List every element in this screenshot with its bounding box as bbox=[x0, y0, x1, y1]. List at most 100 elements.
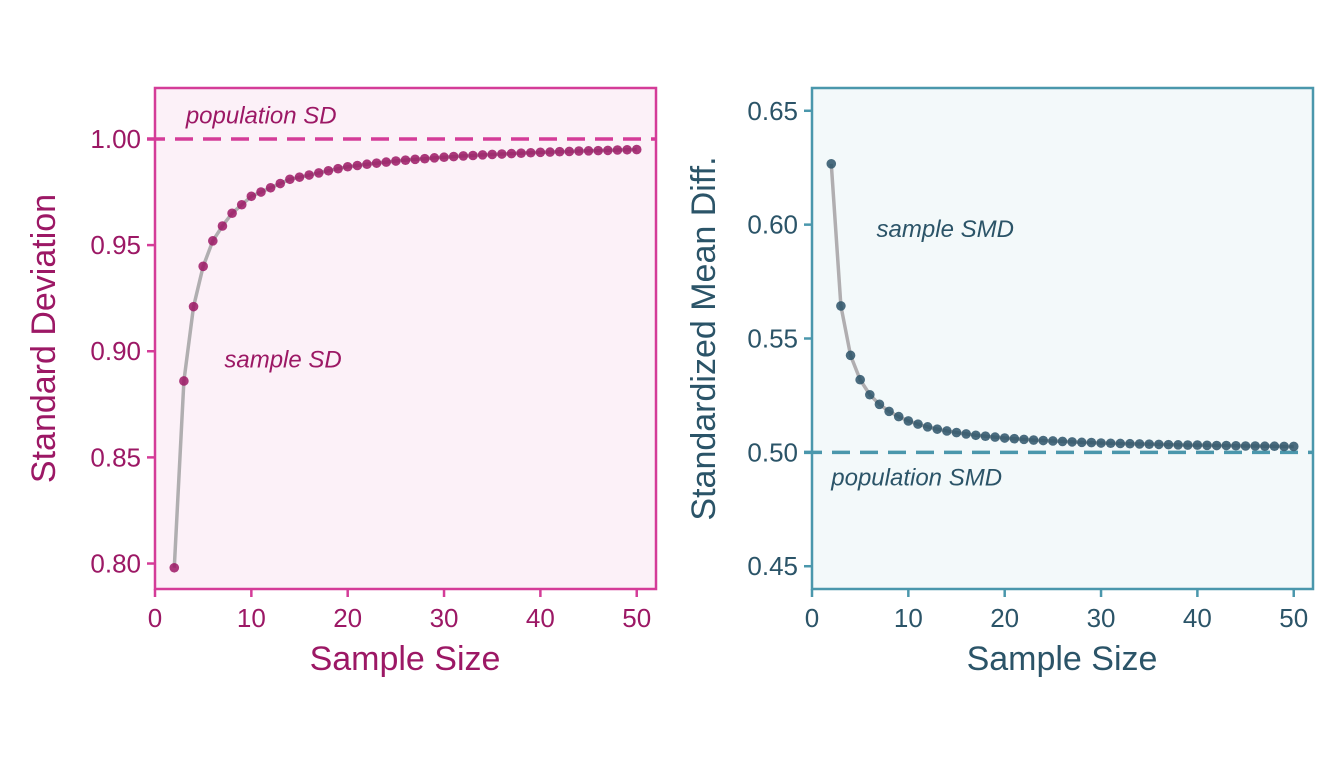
smd-data-point bbox=[1076, 437, 1087, 448]
sd-data-point bbox=[400, 155, 411, 165]
smd-data-point bbox=[1048, 436, 1058, 446]
smd-y-tick-label: 0.65 bbox=[747, 96, 798, 126]
population-sd-annotation: population SD bbox=[185, 103, 337, 130]
smd-data-point bbox=[1057, 436, 1068, 447]
smd-data-point bbox=[1144, 439, 1155, 449]
smd-y-tick-label: 0.50 bbox=[747, 437, 798, 467]
smd-data-point bbox=[874, 399, 885, 410]
sd-data-point bbox=[477, 150, 488, 160]
sd-data-point bbox=[593, 145, 603, 156]
smd-data-point bbox=[1038, 435, 1049, 446]
smd-data-point bbox=[826, 159, 837, 169]
sd-data-point bbox=[256, 187, 266, 197]
smd-data-point bbox=[1231, 440, 1241, 451]
smd-data-point bbox=[1240, 441, 1251, 451]
sd-data-point bbox=[622, 144, 632, 155]
sd-data-point bbox=[468, 150, 478, 161]
smd-data-point bbox=[1211, 440, 1222, 451]
smd-x-tick-label: 40 bbox=[1183, 603, 1212, 633]
smd-data-point bbox=[855, 374, 865, 385]
smd-data-point bbox=[865, 389, 875, 400]
sd-data-point bbox=[265, 182, 276, 193]
smd-data-point bbox=[990, 432, 1000, 442]
sd-y-tick-label: 0.90 bbox=[90, 336, 141, 366]
sd-panel: 0 10 20 30 40 50 0.80 0.85 0.90 0.95 1.00 populat… bbox=[25, 86, 658, 678]
smd-panel: 0 10 20 30 40 50 0.45 0.50 0.55 0.60 0.65 sample … bbox=[685, 86, 1315, 678]
smd-data-point bbox=[1105, 438, 1116, 449]
sd-data-point bbox=[574, 146, 584, 156]
smd-data-point bbox=[884, 406, 894, 417]
smd-data-point bbox=[1115, 438, 1126, 449]
sd-data-point bbox=[362, 159, 372, 170]
smd-data-point bbox=[1125, 438, 1135, 449]
smd-data-point bbox=[942, 426, 952, 436]
sd-data-point bbox=[458, 151, 469, 161]
smd-data-point bbox=[970, 430, 981, 441]
smd-points bbox=[826, 159, 1299, 452]
population-smd-annotation: population SMD bbox=[830, 464, 1002, 491]
sd-data-point bbox=[506, 148, 517, 159]
smd-data-point bbox=[1279, 441, 1289, 452]
smd-x-tick-label: 30 bbox=[1087, 603, 1116, 633]
sd-data-point bbox=[545, 147, 555, 157]
smd-data-point bbox=[1096, 438, 1106, 448]
sd-data-point bbox=[294, 172, 305, 182]
smd-data-point bbox=[836, 301, 846, 311]
sd-x-tick-label: 40 bbox=[526, 603, 555, 633]
sd-data-point bbox=[410, 154, 420, 165]
sd-data-point bbox=[342, 161, 353, 172]
sd-y-tick-label: 0.85 bbox=[90, 442, 141, 472]
smd-data-point bbox=[961, 429, 971, 439]
sd-data-point bbox=[381, 157, 392, 167]
smd-data-point bbox=[1182, 440, 1193, 450]
smd-data-point bbox=[980, 431, 991, 442]
smd-y-axis-title: Standardized Mean Diff. bbox=[685, 156, 723, 520]
smd-data-point bbox=[1009, 433, 1020, 444]
sd-data-point bbox=[227, 208, 237, 219]
sd-y-axis-title: Standard Deviation bbox=[25, 194, 63, 483]
sd-data-point bbox=[198, 261, 208, 272]
sample-sd-annotation: sample SD bbox=[224, 347, 341, 374]
smd-data-point bbox=[1260, 441, 1270, 452]
smd-x-tick-label: 20 bbox=[990, 603, 1019, 633]
smd-x-axis: 0 10 20 30 40 50 bbox=[805, 589, 1308, 633]
smd-data-point bbox=[893, 411, 904, 422]
smd-data-point bbox=[1134, 439, 1145, 449]
sd-y-tick-label: 1.00 bbox=[90, 124, 141, 154]
smd-y-tick-label: 0.55 bbox=[747, 324, 798, 354]
smd-data-point bbox=[1154, 439, 1164, 450]
sd-data-point bbox=[285, 174, 295, 185]
smd-data-point bbox=[951, 427, 962, 438]
smd-data-point bbox=[903, 416, 914, 426]
sd-data-point bbox=[419, 153, 430, 164]
sd-data-point bbox=[246, 191, 257, 202]
smd-data-point bbox=[913, 419, 923, 429]
sd-data-point bbox=[429, 153, 440, 163]
smd-data-point bbox=[1028, 435, 1039, 445]
sd-data-point bbox=[179, 376, 189, 386]
sd-data-point bbox=[583, 146, 594, 156]
smd-data-point bbox=[1250, 441, 1260, 451]
sd-x-axis-title: Sample Size bbox=[310, 640, 501, 678]
sd-data-point bbox=[333, 163, 343, 174]
smd-data-point bbox=[932, 424, 943, 434]
sd-data-point bbox=[313, 168, 324, 178]
sd-y-axis: 0.80 0.85 0.90 0.95 1.00 bbox=[90, 124, 155, 579]
smd-y-tick-label: 0.45 bbox=[747, 551, 798, 581]
sd-data-point bbox=[487, 149, 498, 160]
sd-data-point bbox=[169, 562, 180, 573]
smd-x-tick-label: 10 bbox=[894, 603, 923, 633]
sd-data-point bbox=[554, 146, 565, 157]
sd-data-point bbox=[516, 148, 526, 158]
sd-data-point bbox=[525, 147, 536, 158]
sd-data-point bbox=[564, 146, 575, 157]
sd-data-point bbox=[304, 170, 314, 180]
smd-data-point bbox=[1221, 440, 1232, 451]
sd-data-point bbox=[275, 178, 286, 189]
sd-y-tick-label: 0.80 bbox=[90, 549, 141, 579]
sd-data-point bbox=[391, 156, 401, 166]
sample-smd-annotation: sample SMD bbox=[877, 216, 1014, 243]
sd-data-point bbox=[535, 147, 546, 158]
sd-data-point bbox=[217, 221, 228, 231]
